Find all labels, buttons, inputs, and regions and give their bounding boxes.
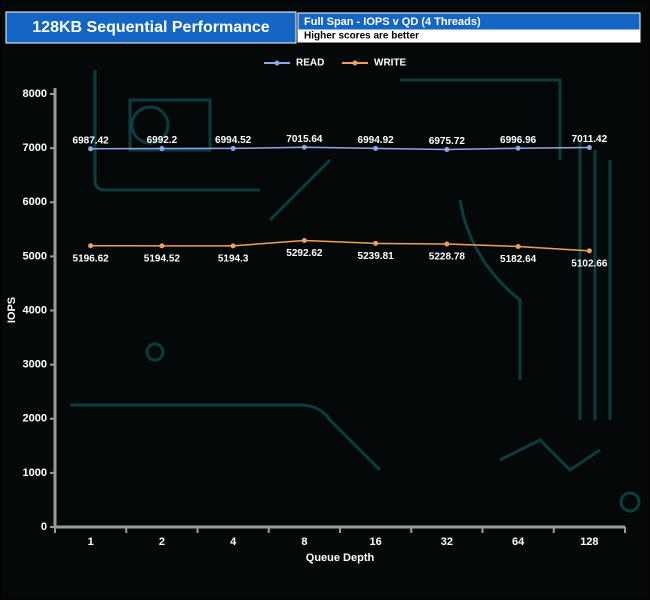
y-tick-label: 2000 (23, 413, 47, 425)
data-label: 5194.52 (144, 253, 181, 264)
data-point (88, 243, 94, 249)
data-label: 5196.62 (73, 253, 110, 264)
data-label: 5182.64 (500, 254, 537, 265)
y-tick-label: 3000 (23, 359, 47, 371)
data-label: 6994.52 (215, 135, 252, 146)
x-axis-title: Queue Depth (306, 552, 375, 564)
legend-marker (274, 60, 280, 66)
data-point (373, 145, 379, 151)
data-point (88, 146, 94, 152)
x-tick-label: 8 (301, 536, 307, 548)
y-tick-label: 5000 (23, 250, 47, 262)
note-box (297, 29, 641, 43)
data-label: 5194.3 (218, 253, 249, 264)
decoration (70, 70, 641, 513)
data-label: 7011.42 (572, 134, 608, 145)
data-point (444, 241, 450, 247)
data-point (159, 146, 165, 152)
data-point (515, 243, 521, 249)
note: Higher scores are better (304, 31, 419, 42)
data-point (230, 145, 236, 151)
y-tick-label: 6000 (23, 196, 47, 208)
y-tick-label: 7000 (23, 142, 47, 154)
data-point (159, 243, 165, 249)
x-tick-label: 64 (512, 536, 525, 548)
data-point (301, 144, 307, 150)
data-label: 6994.92 (358, 135, 395, 146)
y-tick-label: 8000 (23, 88, 47, 100)
data-label: 6996.96 (500, 135, 537, 146)
chart-title: 128KB Sequential Performance (32, 19, 270, 36)
y-tick-label: 4000 (23, 304, 47, 316)
series-line (90, 146, 590, 151)
series-line (90, 239, 590, 252)
data-point (301, 238, 307, 244)
x-tick-label: 128 (580, 536, 598, 548)
y-tick-label: 0 (41, 521, 47, 533)
title-box (5, 11, 297, 44)
legend-label: WRITE (374, 58, 407, 69)
data-label: 5292.62 (286, 248, 323, 259)
legend-label: READ (296, 58, 324, 69)
subtitle: Full Span - IOPS v QD (4 Threads) (304, 16, 481, 28)
data-label: 6987.42 (73, 135, 110, 146)
data-label: 6975.72 (429, 136, 466, 147)
legend-marker (352, 60, 358, 66)
x-tick-label: 1 (88, 536, 94, 548)
data-point (586, 145, 592, 151)
data-point (444, 146, 450, 152)
x-tick-label: 32 (441, 536, 453, 548)
data-label: 5239.81 (358, 251, 395, 262)
y-tick-label: 1000 (23, 467, 47, 479)
x-tick-label: 4 (230, 536, 237, 548)
x-tick-label: 16 (370, 536, 382, 548)
data-point (230, 243, 236, 249)
data-label: 5228.78 (429, 252, 466, 263)
y-axis-title: IOPS (6, 297, 18, 323)
data-point (586, 248, 592, 254)
data-point (515, 145, 521, 151)
data-label: 5102.66 (571, 258, 608, 269)
data-label: 7015.64 (286, 134, 323, 145)
data-point (373, 240, 379, 246)
x-tick-label: 2 (159, 536, 165, 548)
data-label: 6992.2 (147, 135, 178, 146)
